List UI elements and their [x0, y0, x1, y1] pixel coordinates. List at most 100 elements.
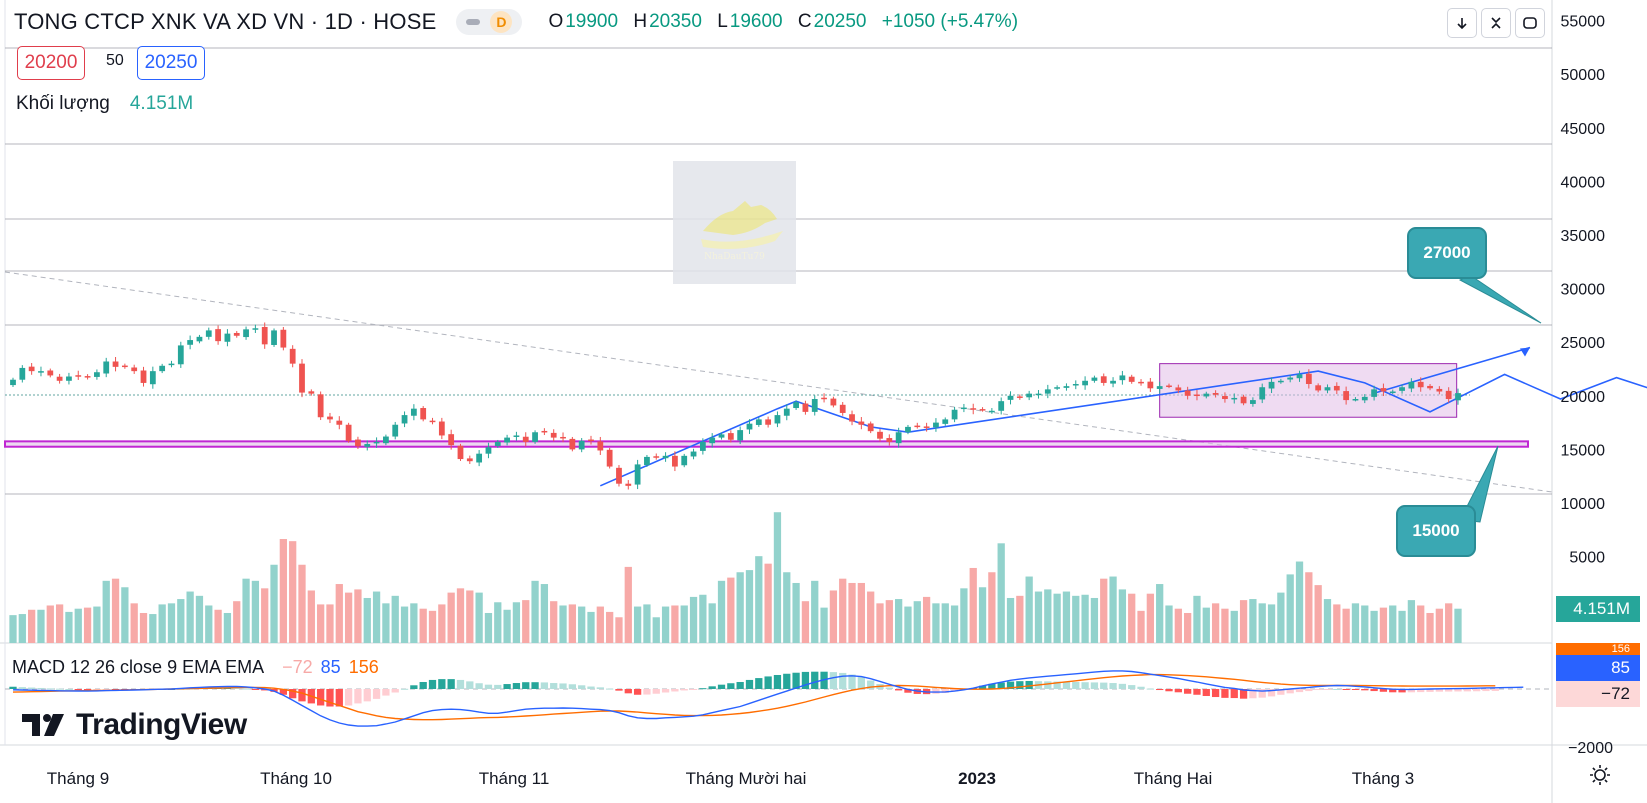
tv-logo-icon — [22, 714, 64, 736]
volume-bar — [37, 609, 45, 643]
volume-bar — [1407, 600, 1416, 643]
volume-bar — [1333, 604, 1341, 643]
candle — [625, 480, 632, 490]
candle — [1352, 397, 1359, 402]
candle-body — [1250, 400, 1256, 404]
candle — [672, 451, 678, 472]
candle-body — [681, 455, 688, 466]
candle-body — [103, 361, 110, 374]
target-low-callout[interactable]: 15000 — [1396, 505, 1476, 557]
volume-bar — [1258, 603, 1266, 643]
volume-bar — [289, 541, 297, 643]
volume-bar — [1062, 591, 1071, 643]
volume-bar — [494, 602, 502, 643]
tradingview-logo[interactable]: TradingView — [22, 708, 247, 742]
macd-histogram-bar — [1184, 689, 1192, 694]
candle — [1277, 378, 1284, 384]
candle — [112, 356, 119, 372]
candle-body — [308, 391, 315, 394]
market-status-icon — [466, 19, 481, 25]
volume-bar — [643, 604, 651, 643]
candle — [961, 403, 967, 413]
candle-body — [1380, 388, 1387, 392]
candle-body — [140, 370, 147, 383]
macd-histogram-bar — [503, 684, 511, 689]
status-pill[interactable]: D — [456, 9, 523, 35]
settings-gear-icon[interactable] — [1588, 763, 1612, 787]
macd-histogram-bar — [400, 688, 409, 690]
macd-histogram-bar — [531, 682, 539, 689]
macd-histogram-bar — [475, 683, 483, 689]
volume-bar — [400, 606, 409, 643]
macd-histogram-bar — [428, 679, 437, 689]
volume-bar — [1118, 589, 1127, 643]
candle — [457, 443, 464, 461]
candle-body — [886, 438, 893, 442]
candle — [970, 403, 977, 415]
candle — [821, 393, 827, 403]
candle-body — [504, 437, 510, 443]
symbol-legend[interactable]: TONG CTCP XNK VA XD VN · 1D · HOSE D O 19… — [8, 5, 1027, 39]
macd-histogram-bar — [811, 671, 819, 689]
target-high-callout[interactable]: 27000 — [1407, 227, 1487, 279]
macd-histogram-bar — [9, 686, 17, 689]
candle — [103, 357, 110, 378]
open-value: 19900 — [565, 11, 619, 32]
candle-body — [1119, 375, 1126, 381]
candle — [410, 404, 417, 421]
macd-histogram-bar — [261, 689, 269, 691]
arrow-down-icon[interactable] — [1447, 8, 1477, 38]
candle — [149, 366, 156, 389]
macd-histogram-bar — [1361, 689, 1369, 691]
macd-histogram-bar — [829, 672, 838, 689]
macd-histogram-bar — [242, 688, 250, 690]
candle-body — [1240, 396, 1247, 404]
consolidation-box — [1159, 363, 1458, 418]
candle — [1100, 373, 1107, 386]
volume-bar — [755, 556, 763, 643]
macd-legend[interactable]: MACD 12 26 close 9 EMA EMA −72 85 156 — [12, 657, 379, 678]
candle — [811, 395, 818, 416]
volume-bar — [354, 589, 362, 643]
candle — [271, 328, 277, 347]
candle — [616, 465, 622, 487]
interval-badge: D — [490, 11, 513, 33]
volume-legend[interactable]: Khối lượng 4.151M — [8, 88, 202, 120]
volume-bar — [1174, 608, 1182, 643]
signal-badge: 156 — [1556, 643, 1640, 655]
volume-bar — [736, 572, 744, 643]
candle — [1222, 392, 1228, 403]
macd-histogram-bar — [74, 689, 82, 690]
ask-price-button[interactable]: 20250 — [137, 46, 205, 80]
volume-bar — [121, 587, 129, 643]
macd-histogram-bar — [1249, 689, 1257, 699]
volume-bar — [344, 592, 353, 643]
candle — [1016, 394, 1023, 400]
candle — [1380, 383, 1387, 397]
volume-bar — [419, 608, 427, 643]
macd-histogram-bar — [326, 689, 334, 707]
volume-bar — [1389, 605, 1397, 643]
candle-body — [653, 456, 660, 458]
fullscreen-icon[interactable] — [1515, 8, 1545, 38]
macd-histogram-bar — [1081, 682, 1089, 689]
collapse-icon[interactable] — [1481, 8, 1511, 38]
candle-body — [94, 372, 100, 377]
macd-histogram-bar — [885, 687, 893, 689]
volume-bar — [689, 596, 698, 643]
candle — [243, 326, 249, 340]
candle-body — [718, 434, 725, 438]
macd-histogram-bar — [410, 685, 418, 689]
macd-histogram-bar — [1463, 689, 1471, 692]
macd-histogram-bar — [764, 676, 772, 689]
time-tick-label: 2023 — [958, 769, 996, 788]
volume-bar — [792, 582, 800, 643]
candle-body — [345, 424, 352, 441]
macd-histogram-bar — [689, 689, 698, 690]
symbol-title[interactable]: TONG CTCP XNK VA XD VN · 1D · HOSE — [14, 9, 437, 34]
volume-bar — [811, 580, 819, 643]
candle — [1147, 378, 1154, 392]
bid-price-button[interactable]: 20200 — [17, 46, 85, 80]
candle — [560, 432, 566, 443]
